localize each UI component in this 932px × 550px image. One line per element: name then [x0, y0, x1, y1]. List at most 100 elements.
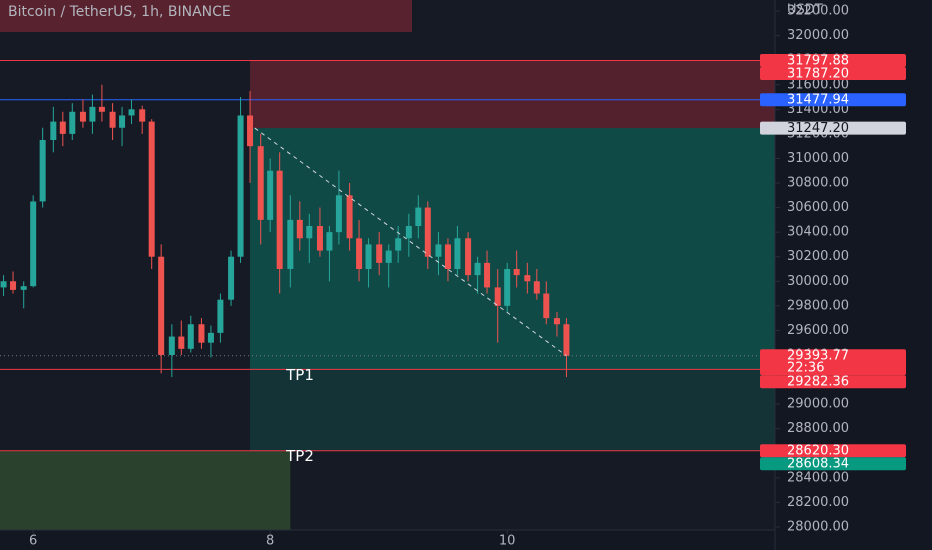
price-marker: [760, 66, 906, 80]
candle-body: [50, 121, 57, 141]
price-marker: [760, 457, 906, 471]
candle-body: [296, 219, 303, 239]
candle-body: [148, 121, 155, 257]
candle-body: [395, 238, 402, 251]
zone: [250, 128, 776, 370]
y-tick-label: 28400.00: [787, 470, 849, 485]
candle-body: [187, 324, 194, 349]
axis-labels: 28000.0028200.0028400.0028600.0028800.00…: [29, 4, 906, 549]
candle-body: [0, 281, 7, 288]
price-marker-label: 31477.94: [787, 93, 849, 108]
candle-body: [20, 286, 27, 290]
candle-body: [119, 115, 126, 128]
countdown: 22:36: [787, 361, 824, 376]
candle-body: [385, 250, 392, 263]
candle-body: [465, 238, 472, 276]
candle-body: [168, 336, 175, 355]
candle-body: [158, 256, 165, 355]
title-box: [0, 0, 412, 32]
y-tick-label: 28800.00: [787, 421, 849, 436]
y-tick-label: 32200.00: [787, 4, 849, 19]
candle-body: [533, 281, 540, 294]
candle-body: [335, 195, 342, 233]
candle-body: [346, 195, 353, 239]
price-marker: [760, 375, 906, 389]
y-tick-label: 28200.00: [787, 495, 849, 510]
y-tick-label: 29000.00: [787, 397, 849, 412]
candle-body: [306, 226, 313, 239]
y-tick-label: 30400.00: [787, 225, 849, 240]
candle-body: [217, 299, 224, 333]
candle-body: [30, 201, 37, 287]
y-tick-label: 30800.00: [787, 176, 849, 191]
candle-body: [326, 232, 333, 251]
candle-body: [287, 219, 294, 269]
candle-body: [228, 256, 235, 300]
candle-body: [474, 262, 481, 276]
trend-line: [254, 127, 567, 357]
candle-body: [237, 115, 244, 257]
candle-body: [435, 244, 442, 257]
candle-body: [415, 207, 422, 227]
candle-body: [39, 140, 46, 202]
candle-body: [504, 268, 511, 306]
price-marker: [760, 53, 906, 67]
y-tick-label: 28000.00: [787, 519, 849, 534]
zone: [0, 450, 291, 530]
candle-body: [109, 111, 116, 128]
level-label: TP2: [285, 447, 314, 465]
price-marker-label: 28608.34: [787, 457, 849, 472]
candle-body: [98, 106, 105, 112]
y-tick-label: 29600.00: [787, 323, 849, 338]
candle-body: [247, 115, 254, 147]
x-tick-label: 8: [266, 534, 274, 549]
price-marker-label: 28620.30: [787, 444, 849, 459]
candle-body: [59, 121, 66, 134]
candle-body: [207, 332, 214, 343]
price-marker: [760, 93, 906, 107]
y-tick-label: 32000.00: [787, 28, 849, 43]
price-marker: [760, 444, 906, 458]
price-marker-label: 29393.77: [787, 349, 849, 364]
overlay: TP1 TP2: [254, 127, 567, 465]
candle-body: [69, 111, 76, 134]
candle-body: [178, 336, 185, 349]
price-marker: [760, 349, 906, 376]
price-marker-label: 31247.20: [787, 121, 849, 136]
candle-body: [257, 146, 264, 220]
x-tick-label: 6: [29, 534, 37, 549]
candle-body: [454, 238, 461, 269]
candle-body: [128, 109, 135, 116]
price-marker: [760, 121, 906, 135]
y-tick-label: 30000.00: [787, 274, 849, 289]
y-tick-label: 29800.00: [787, 298, 849, 313]
y-tick-label: 31000.00: [787, 151, 849, 166]
candle-body: [198, 324, 205, 343]
candle-body: [484, 262, 491, 288]
zone: [250, 60, 776, 129]
candle-body: [267, 170, 274, 220]
candle-body: [424, 207, 431, 257]
candle-body: [10, 281, 17, 290]
candle-body: [513, 268, 520, 276]
zones: [0, 60, 776, 530]
price-marker-label: 31797.88: [787, 53, 849, 68]
level-label: TP1: [285, 366, 314, 384]
y-tick-label: 30600.00: [787, 200, 849, 215]
candle-body: [543, 293, 550, 319]
y-tick-label: 30200.00: [787, 249, 849, 264]
candle-body: [79, 111, 86, 122]
y-unit: USDT: [787, 3, 823, 18]
candle-body: [444, 244, 451, 269]
candle-body: [553, 318, 560, 325]
candle-body: [563, 324, 570, 356]
chart-title: Bitcoin / TetherUS, 1h, BINANCE: [8, 4, 231, 20]
candle-body: [356, 238, 363, 269]
candle-body: [494, 287, 501, 306]
zone: [250, 369, 776, 451]
candles: [0, 84, 570, 378]
price-marker-label: 29282.36: [787, 375, 849, 390]
candle-body: [405, 226, 412, 239]
candle-body: [376, 244, 383, 263]
